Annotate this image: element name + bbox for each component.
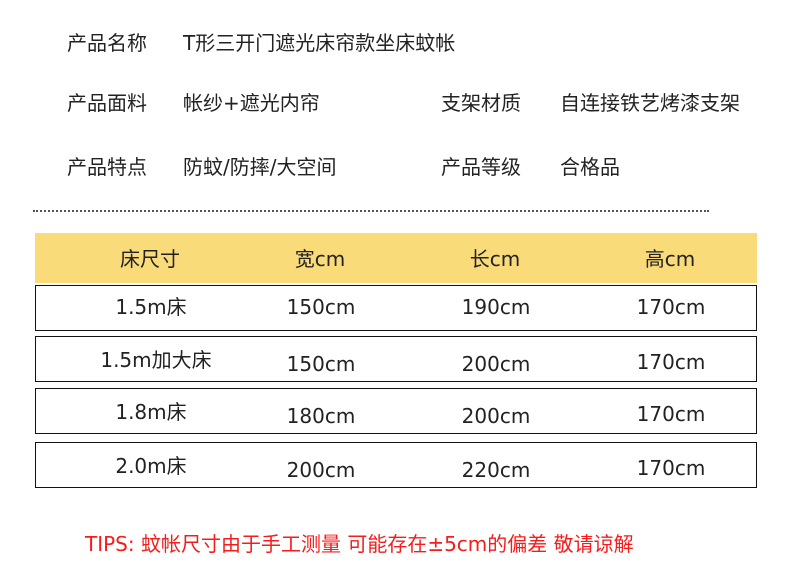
table-cell: 1.5m床: [115, 295, 187, 319]
table-cell: 1.5m加大床: [100, 348, 212, 372]
table-cell: 220cm: [461, 458, 531, 482]
name-label: 产品名称: [67, 31, 147, 55]
table-cell: 150cm: [286, 352, 356, 376]
table-cell: 170cm: [636, 456, 706, 480]
table-row: 1.8m床 180cm 200cm 170cm: [35, 388, 757, 434]
header-cell: 高cm: [644, 247, 696, 271]
table-cell: 2.0m床: [115, 454, 187, 478]
frame-label: 支架材质: [441, 91, 521, 115]
dotted-divider: [33, 210, 709, 212]
feature-label: 产品特点: [67, 155, 147, 179]
table-cell: 1.8m床: [115, 400, 187, 424]
frame-value: 自连接铁艺烤漆支架: [560, 91, 740, 115]
table-cell: 150cm: [286, 295, 356, 319]
table-cell: 200cm: [286, 458, 356, 482]
header-cell: 床尺寸: [120, 247, 180, 271]
header-cell: 宽cm: [294, 247, 346, 271]
table-row: 1.5m床 150cm 190cm 170cm: [35, 285, 757, 331]
feature-value: 防蚊/防摔/大空间: [183, 155, 337, 179]
fabric-label: 产品面料: [67, 91, 147, 115]
name-value: T形三开门遮光床帘款坐床蚊帐: [183, 31, 456, 55]
table-row: 2.0m床 200cm 220cm 170cm: [35, 442, 757, 488]
table-cell: 170cm: [636, 350, 706, 374]
table-cell: 200cm: [461, 404, 531, 428]
table-cell: 180cm: [286, 404, 356, 428]
table-cell: 170cm: [636, 295, 706, 319]
table-header: 床尺寸 宽cm 长cm 高cm: [35, 233, 757, 283]
table-cell: 190cm: [461, 295, 531, 319]
table-cell: 170cm: [636, 402, 706, 426]
table-cell: 200cm: [461, 352, 531, 376]
table-row: 1.5m加大床 150cm 200cm 170cm: [35, 336, 757, 382]
grade-value: 合格品: [560, 155, 620, 179]
fabric-value: 帐纱+遮光内帘: [183, 91, 320, 115]
tips-note: TIPS: 蚊帐尺寸由于手工测量 可能存在±5cm的偏差 敬请谅解: [85, 532, 634, 556]
grade-label: 产品等级: [441, 155, 521, 179]
header-cell: 长cm: [469, 247, 521, 271]
